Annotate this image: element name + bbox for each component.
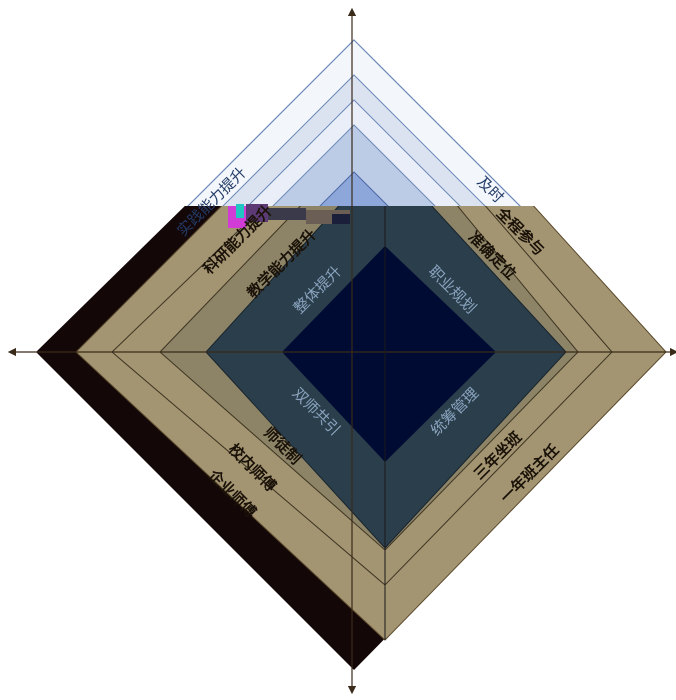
image-artifact-strip	[228, 204, 350, 228]
axes	[7, 7, 676, 695]
